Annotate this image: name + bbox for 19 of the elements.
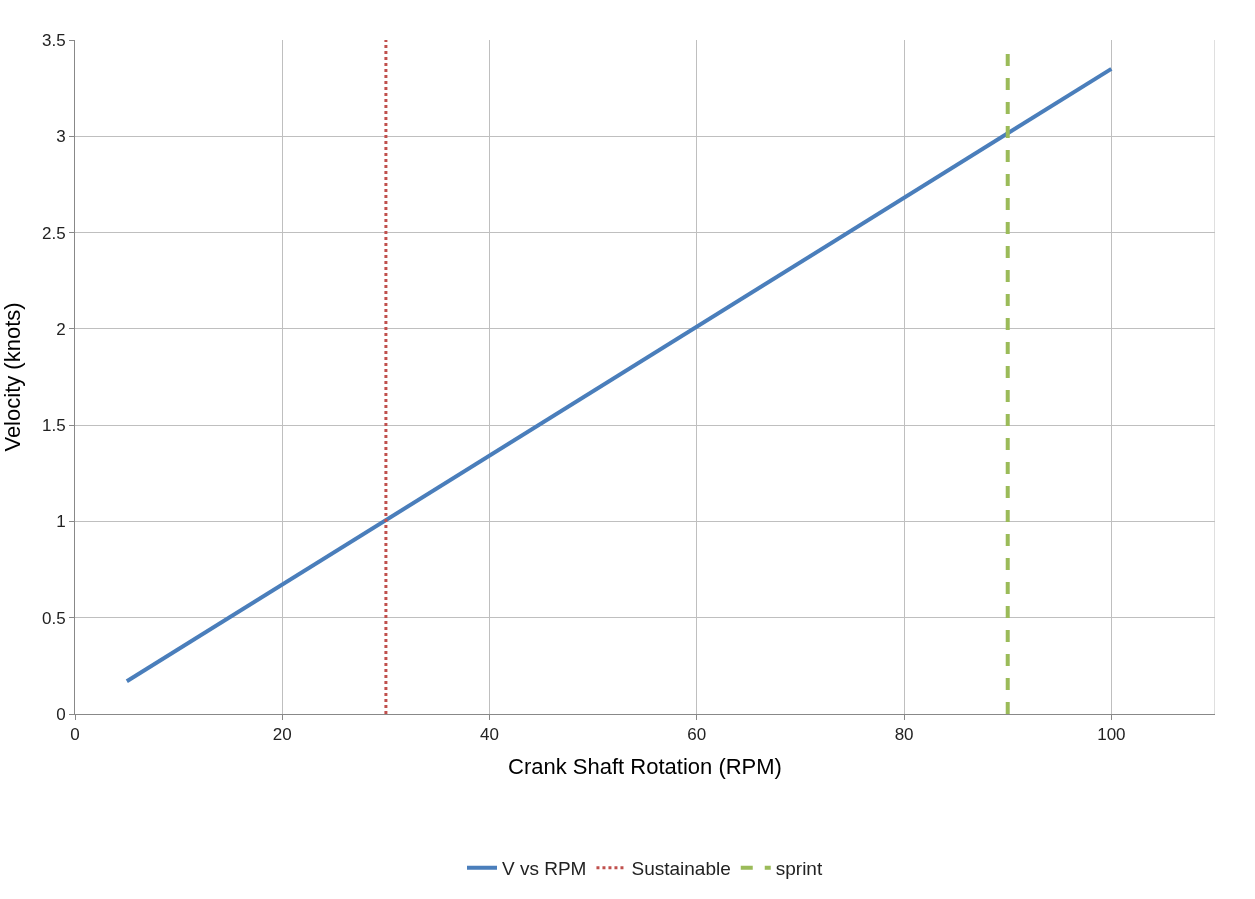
y-tick-label: 2.5 xyxy=(41,223,66,243)
x-axis-title: Crank Shaft Rotation (RPM) xyxy=(508,754,782,780)
legend-label: V vs RPM xyxy=(502,858,587,880)
x-tick-label: 0 xyxy=(70,725,80,745)
y-tick-label: 0 xyxy=(56,704,66,724)
y-tick-label: 1.5 xyxy=(41,416,66,436)
x-tick-label: 100 xyxy=(1097,725,1126,745)
x-tick-label: 20 xyxy=(272,725,292,745)
y-tick-label: 3.5 xyxy=(41,30,66,50)
x-tick-label: 80 xyxy=(894,725,914,745)
x-tick-label: 40 xyxy=(480,725,500,745)
y-tick-label: 3 xyxy=(56,127,66,147)
y-tick-label: 1 xyxy=(56,512,66,532)
y-axis-title: Velocity (knots) xyxy=(0,302,25,452)
y-tick-label: 2 xyxy=(56,319,66,339)
x-tick-label: 60 xyxy=(687,725,707,745)
legend-label: sprint xyxy=(775,858,823,880)
legend-label: Sustainable xyxy=(631,858,731,880)
y-tick-label: 0.5 xyxy=(41,608,66,628)
